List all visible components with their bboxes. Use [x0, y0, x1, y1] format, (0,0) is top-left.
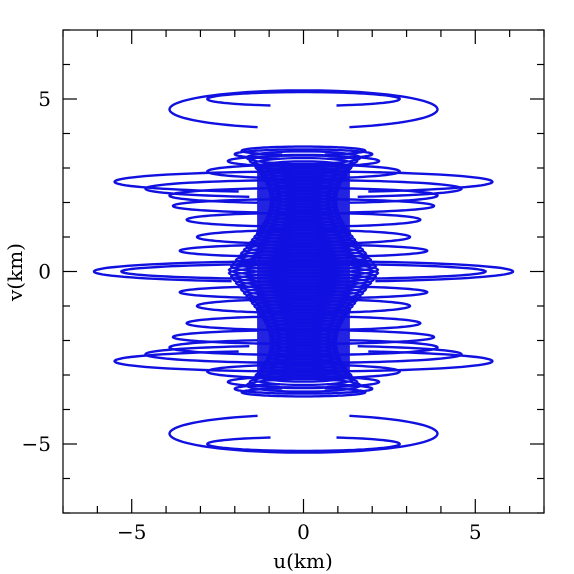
uv-track-core: [245, 150, 362, 165]
uv-track: [206, 436, 401, 453]
uv-track: [240, 387, 367, 398]
x-tick-label: −5: [117, 520, 146, 544]
uv-track: [240, 145, 367, 156]
dense-core-layer: [227, 150, 380, 393]
uv-track: [233, 148, 374, 160]
tick-labels-layer: −5 0 5 −5 0 5: [22, 87, 482, 544]
x-axis-label: u(km): [273, 549, 333, 573]
x-tick-label: 5: [469, 520, 482, 544]
y-tick-label: 5: [38, 87, 51, 111]
y-tick-label: −5: [22, 432, 51, 456]
uv-track: [206, 90, 401, 107]
uv-track: [168, 414, 439, 454]
uv-core-fill: [257, 164, 350, 379]
uv-track: [233, 383, 374, 395]
uv-track: [168, 89, 439, 129]
ticks-layer: [62, 29, 545, 514]
y-axis-label: v(km): [3, 243, 27, 302]
x-tick-label: 0: [297, 520, 310, 544]
y-tick-label: 0: [38, 260, 51, 284]
